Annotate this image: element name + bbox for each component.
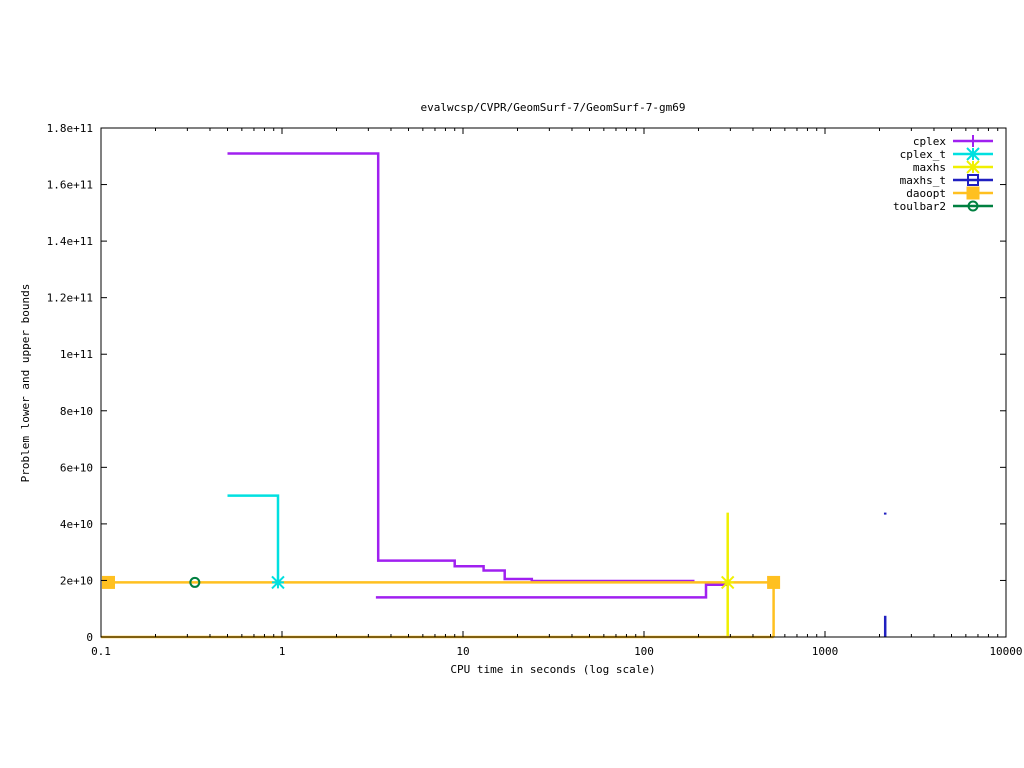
x-tick-label: 1 <box>279 645 286 658</box>
x-axis-label: CPU time in seconds (log scale) <box>450 663 655 676</box>
legend-swatch-marker <box>967 174 979 186</box>
series-cplex-upper-line <box>227 152 695 583</box>
legend-swatch-marker <box>966 186 980 200</box>
x-tick-label: 10000 <box>989 645 1022 658</box>
legend-item-maxhs_t: maxhs_t <box>900 174 993 187</box>
x-tick-label: 100 <box>634 645 654 658</box>
legend-item-maxhs: maxhs <box>913 160 993 174</box>
legend-item-toulbar2: toulbar2 <box>893 200 993 213</box>
legend-swatch-marker <box>966 160 980 174</box>
plot-frame <box>100 127 1007 638</box>
legend-item-daoopt: daoopt <box>906 186 993 200</box>
legend-label: daoopt <box>906 187 946 200</box>
y-tick-label: 1.2e+11 <box>47 292 93 305</box>
legend-item-cplex_t: cplex_t <box>900 147 993 161</box>
series-cplex-lower-line <box>375 583 728 599</box>
y-tick-label: 6e+10 <box>60 461 93 474</box>
y-tick-label: 4e+10 <box>60 518 93 531</box>
x-tick-label: 0.1 <box>91 645 111 658</box>
legend-swatch-marker <box>967 135 979 147</box>
series-toulbar2-marker-0 <box>189 576 201 588</box>
plot-markers <box>101 575 781 590</box>
y-tick-label: 2e+10 <box>60 574 93 587</box>
series-daoopt-upper-line <box>108 581 775 637</box>
y-tick-label: 1.4e+11 <box>47 235 93 248</box>
plot-lines <box>101 152 887 639</box>
legend-label: toulbar2 <box>893 200 946 213</box>
legend-swatch-marker <box>966 147 980 161</box>
series-cplex_t-marker-0 <box>271 575 285 590</box>
y-tick-label: 1.8e+11 <box>47 122 93 135</box>
series-maxhs-marker-0 <box>720 575 735 590</box>
x-tick-label: 1000 <box>812 645 839 658</box>
y-axis: 0 2e+10 4e+10 6e+10 8e+10 1e+11 1.2e+11 1.4e+11… <box>47 122 1006 644</box>
legend-label: maxhs <box>913 161 946 174</box>
y-tick-label: 1e+11 <box>60 348 93 361</box>
legend-item-cplex: cplex <box>913 135 993 148</box>
series-daoopt-marker-0 <box>101 575 115 589</box>
y-axis-label: Problem lower and upper bounds <box>19 284 32 483</box>
legend-swatch-marker <box>967 200 979 212</box>
series-cplex_t-upper-line <box>227 494 280 583</box>
legend-label: maxhs_t <box>900 174 946 187</box>
y-tick-label: 1.6e+11 <box>47 179 93 192</box>
x-tick-label: 10 <box>456 645 469 658</box>
legend-label: cplex_t <box>900 148 946 161</box>
chart-title: evalwcsp/CVPR/GeomSurf-7/GeomSurf-7-gm69 <box>421 101 686 114</box>
series-daoopt-marker-1 <box>767 575 781 589</box>
x-axis: 0.1 1 10 100 1000 10000 <box>91 128 1023 658</box>
y-tick-label: 0 <box>86 631 93 644</box>
legend-label: cplex <box>913 135 946 148</box>
y-tick-label: 8e+10 <box>60 405 93 418</box>
